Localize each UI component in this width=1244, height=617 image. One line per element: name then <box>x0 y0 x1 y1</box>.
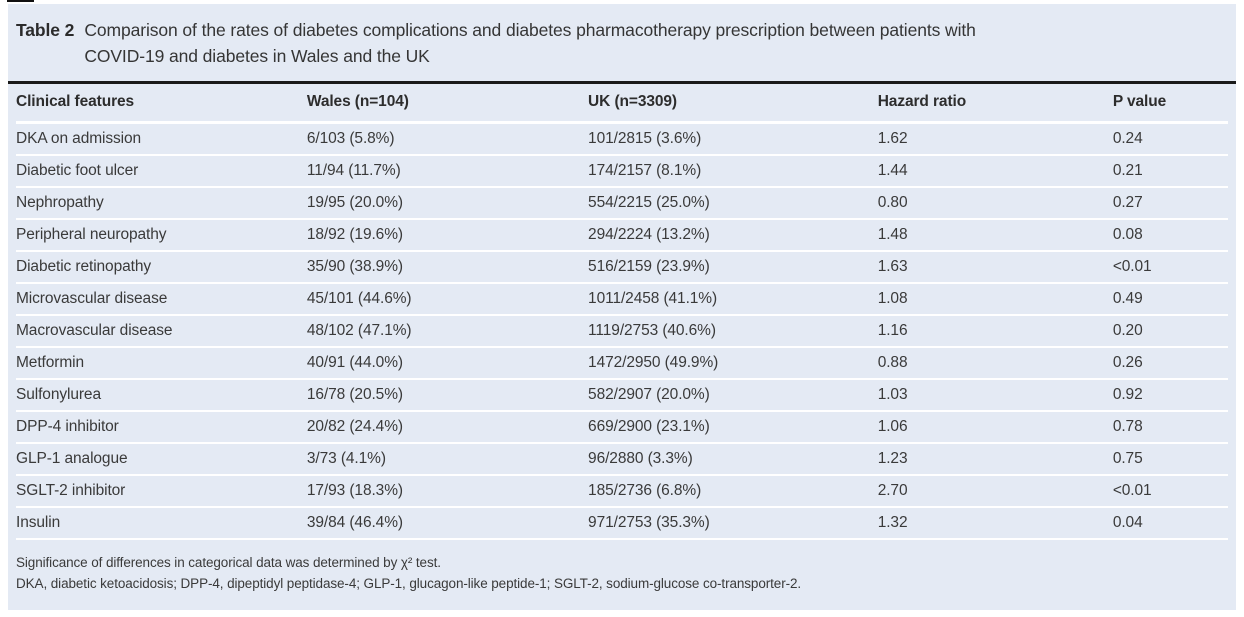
cell-hazard-ratio-value: 1.62 <box>877 130 908 147</box>
column-header-uk: UK (n=3309) <box>588 93 677 110</box>
table-panel: Table 2 Comparison of the rates of diabe… <box>8 4 1236 610</box>
cell-clinical-feature: Diabetic foot ulcer <box>16 162 139 179</box>
cell-uk-value: 516/2159 (23.9%) <box>588 258 710 275</box>
table-row: Diabetic retinopathy 35/90 (38.9%) 516/215… <box>16 251 1228 283</box>
cell-uk-value: 971/2753 (35.3%) <box>588 514 710 531</box>
cell-uk-value: 554/2215 (25.0%) <box>588 194 710 211</box>
cell-hazard-ratio-value: 1.03 <box>877 386 908 403</box>
cell-clinical-feature: GLP-1 analogue <box>16 450 128 467</box>
table-row: DPP-4 inhibitor 20/82 (24.4%) 669/2900 (23… <box>16 411 1228 443</box>
cell-wales-value: 40/91 (44.0%) <box>306 354 403 371</box>
cell-wales-value: 19/95 (20.0%) <box>306 194 403 211</box>
footnote-significance: Significance of differences in categoric… <box>16 555 441 570</box>
cell-p-value-value: 0.08 <box>1112 226 1143 243</box>
cell-clinical-feature: Insulin <box>16 514 61 531</box>
cell-p-value-value: <0.01 <box>1112 482 1152 499</box>
cell-wales-value: 20/82 (24.4%) <box>306 418 403 435</box>
table-row: GLP-1 analogue 3/73 (4.1%) 96/2880 (3.3%) 1… <box>16 443 1228 475</box>
cell-clinical-feature: Metformin <box>16 354 85 371</box>
cell-hazard-ratio-value: 1.08 <box>877 290 908 307</box>
cell-wales-value: 16/78 (20.5%) <box>306 386 403 403</box>
table-caption: Table 2 Comparison of the rates of diabe… <box>8 4 1236 81</box>
cell-wales-value: 6/103 (5.8%) <box>306 130 395 147</box>
cell-wales-value: 3/73 (4.1%) <box>306 450 386 467</box>
cell-clinical-feature: Nephropathy <box>16 194 104 211</box>
table-row: Macrovascular disease 48/102 (47.1%) 1119/… <box>16 315 1228 347</box>
cell-clinical-feature: DKA on admission <box>16 130 142 147</box>
cell-wales-value: 17/93 (18.3%) <box>306 482 403 499</box>
cell-p-value-value: 0.92 <box>1112 386 1143 403</box>
cell-clinical-feature: Peripheral neuropathy <box>16 226 167 243</box>
cell-uk-value: 1472/2950 (49.9%) <box>588 354 719 371</box>
cell-clinical-feature: SGLT-2 inhibitor <box>16 482 126 499</box>
cell-uk-value: 174/2157 (8.1%) <box>588 162 702 179</box>
cell-p-value-value: 0.75 <box>1112 450 1143 467</box>
cell-uk-value: 294/2224 (13.2%) <box>588 226 710 243</box>
cell-hazard-ratio-value: 1.63 <box>877 258 908 275</box>
table-row: SGLT-2 inhibitor 17/93 (18.3%) 185/2736 (6… <box>16 475 1228 507</box>
top-rule <box>8 81 1236 84</box>
column-header-p-value: P value <box>1112 93 1167 110</box>
cell-wales-value: 11/94 (11.7%) <box>306 162 401 179</box>
cell-wales-value: 45/101 (44.6%) <box>306 290 412 307</box>
cell-uk-value: 96/2880 (3.3%) <box>588 450 693 467</box>
table-row: Insulin 39/84 (46.4%) 971/2753 (35.3%) 1.32… <box>16 507 1228 539</box>
caption-line-2: COVID-19 and diabetes in Wales and the U… <box>84 46 430 66</box>
cell-uk-value: 101/2815 (3.6%) <box>588 130 702 147</box>
cell-uk-value: 1011/2458 (41.1%) <box>588 290 718 307</box>
cell-clinical-feature: Microvascular disease <box>16 290 168 307</box>
cell-hazard-ratio-value: 1.23 <box>877 450 908 467</box>
table-label: Table 2 <box>16 20 75 40</box>
cell-p-value-value: 0.49 <box>1112 290 1143 307</box>
cell-hazard-ratio-value: 0.88 <box>877 354 908 371</box>
cell-hazard-ratio-value: 1.48 <box>877 226 908 243</box>
cell-clinical-feature: Diabetic retinopathy <box>16 258 151 275</box>
table-row: Nephropathy 19/95 (20.0%) 554/2215 (25.0%)… <box>16 187 1228 219</box>
footnote-abbreviations: DKA, diabetic ketoacidosis; DPP-4, dipep… <box>16 576 802 591</box>
cell-hazard-ratio-value: 1.32 <box>877 514 908 531</box>
column-header-hazard-ratio: Hazard ratio <box>877 93 967 110</box>
footnotes: Significance of differences in categoric… <box>16 552 1228 594</box>
column-header-clinical-features: Clinical features <box>16 93 135 110</box>
cell-hazard-ratio-value: 0.80 <box>877 194 908 211</box>
cell-p-value-value: 0.24 <box>1112 130 1143 147</box>
cell-wales-value: 18/92 (19.6%) <box>306 226 403 243</box>
cell-p-value-value: 0.20 <box>1112 322 1143 339</box>
cell-wales-value: 48/102 (47.1%) <box>306 322 412 339</box>
cell-hazard-ratio-value: 1.16 <box>877 322 908 339</box>
header-row: Clinical features Wales (n=104) UK (n=33… <box>16 84 1228 123</box>
cell-p-value-value: 0.04 <box>1112 514 1143 531</box>
caption-line-1: Comparison of the rates of diabetes comp… <box>84 20 976 40</box>
cell-p-value-value: 0.21 <box>1112 162 1143 179</box>
cell-wales-value: 39/84 (46.4%) <box>306 514 403 531</box>
caption-text: Comparison of the rates of diabetes comp… <box>84 17 976 69</box>
cell-wales-value: 35/90 (38.9%) <box>306 258 403 275</box>
scan-artifact <box>7 0 34 2</box>
cell-hazard-ratio-value: 1.44 <box>877 162 908 179</box>
cell-uk-value: 669/2900 (23.1%) <box>588 418 710 435</box>
table-body: DKA on admission 6/103 (5.8%) 101/2815 (3.… <box>16 123 1228 539</box>
cell-p-value-value: 0.27 <box>1112 194 1143 211</box>
cell-uk-value: 185/2736 (6.8%) <box>588 482 702 499</box>
cell-p-value-value: 0.26 <box>1112 354 1143 371</box>
cell-p-value-value: <0.01 <box>1112 258 1152 275</box>
cell-uk-value: 582/2907 (20.0%) <box>588 386 710 403</box>
cell-hazard-ratio-value: 2.70 <box>877 482 908 499</box>
cell-clinical-feature: Sulfonylurea <box>16 386 101 403</box>
table-row: Peripheral neuropathy 18/92 (19.6%) 294/22… <box>16 219 1228 251</box>
table-row: Metformin 40/91 (44.0%) 1472/2950 (49.9%) 0… <box>16 347 1228 379</box>
cell-p-value-value: 0.78 <box>1112 418 1143 435</box>
table-row: Microvascular disease 45/101 (44.6%) 1011/… <box>16 283 1228 315</box>
cell-uk-value: 1119/2753 (40.6%) <box>588 322 716 339</box>
table-row: Diabetic foot ulcer 11/94 (11.7%) 174/2157… <box>16 155 1228 187</box>
data-table: Clinical features Wales (n=104) UK (n=33… <box>16 84 1228 540</box>
cell-clinical-feature: DPP-4 inhibitor <box>16 418 119 435</box>
column-header-wales: Wales (n=104) <box>306 93 409 110</box>
cell-clinical-feature: Macrovascular disease <box>16 322 173 339</box>
table-row: Sulfonylurea 16/78 (20.5%) 582/2907 (20.0%… <box>16 379 1228 411</box>
cell-hazard-ratio-value: 1.06 <box>877 418 908 435</box>
table-row: DKA on admission 6/103 (5.8%) 101/2815 (3.… <box>16 123 1228 155</box>
